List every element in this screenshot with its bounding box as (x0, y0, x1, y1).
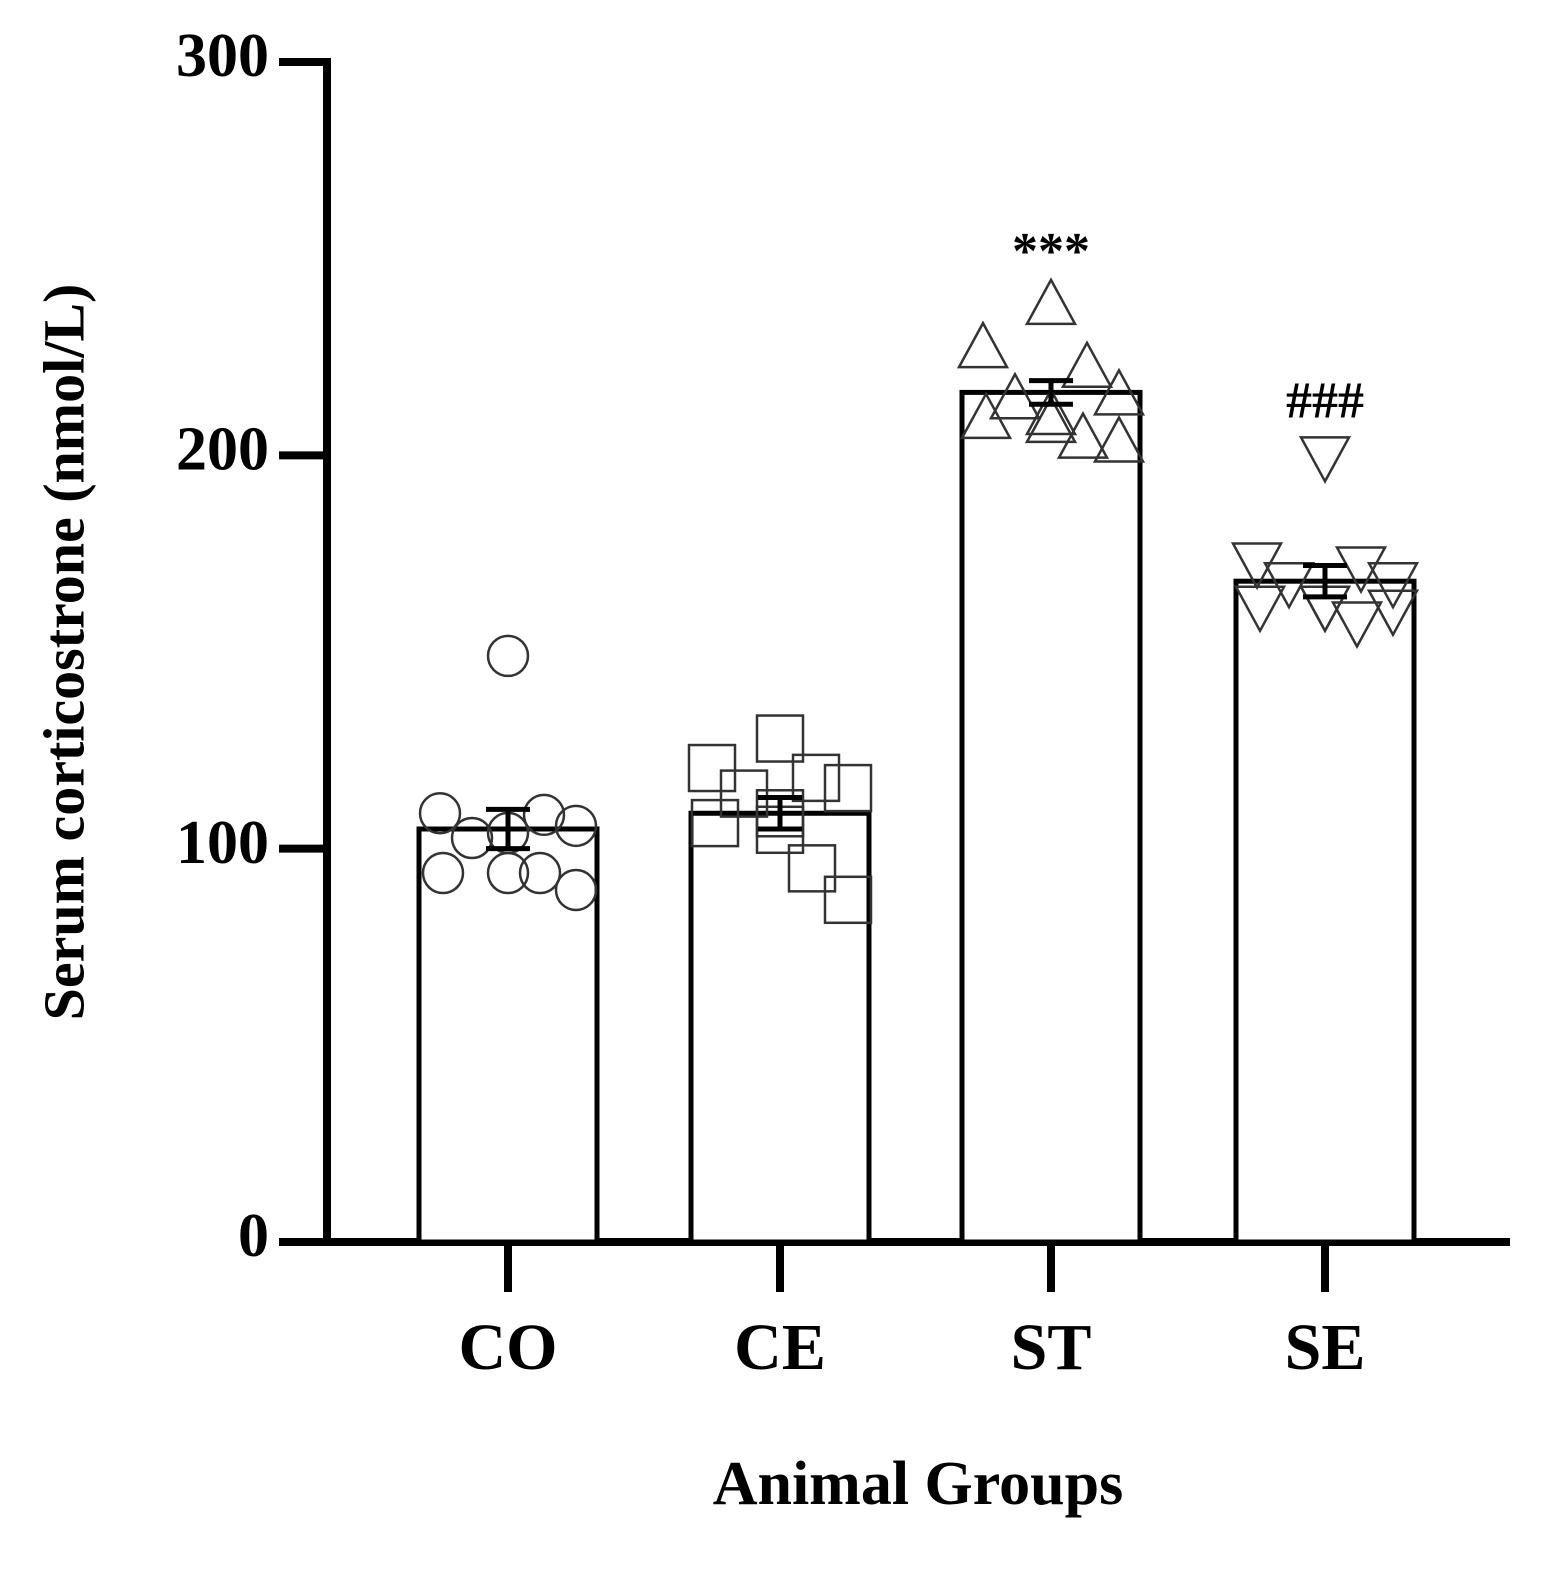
point (1366, 561, 1420, 610)
error-bar (486, 806, 530, 852)
point (988, 371, 1042, 420)
point (1230, 542, 1284, 591)
point (959, 391, 1013, 440)
error-bar (1029, 378, 1073, 407)
annotation: *** (1012, 223, 1090, 280)
point (1092, 414, 1146, 463)
y-tick-label: 300 (176, 22, 269, 90)
x-tick-label: SE (1285, 1311, 1366, 1384)
x-tick-label: ST (1011, 1311, 1092, 1384)
y-tick-label: 100 (176, 809, 269, 877)
point (450, 816, 494, 860)
point (522, 793, 566, 837)
point (690, 798, 740, 848)
y-axis-title: Serum corticostrone (nmol/L) (31, 284, 96, 1021)
bar (416, 826, 600, 1245)
point (1366, 589, 1420, 638)
annotation: ### (1286, 372, 1364, 429)
point (1024, 387, 1078, 436)
point (1024, 277, 1078, 326)
point (1262, 561, 1316, 610)
point (1298, 436, 1352, 484)
point (787, 844, 837, 893)
error-bar (1303, 562, 1347, 600)
point (554, 804, 598, 848)
point (823, 763, 873, 813)
point (486, 634, 530, 678)
point (823, 875, 873, 925)
point (719, 769, 769, 818)
x-axis-title: Animal Groups (713, 1450, 1124, 1518)
point (791, 753, 841, 803)
point (755, 714, 805, 763)
x-tick-label: CO (459, 1311, 558, 1384)
point (1060, 340, 1114, 389)
x-tick-label: CE (734, 1311, 826, 1384)
point (1056, 410, 1110, 459)
point (421, 851, 465, 895)
error-bar (758, 795, 802, 832)
y-tick-label: 200 (176, 416, 269, 484)
bar (688, 810, 872, 1245)
bar (959, 389, 1143, 1245)
point (1233, 585, 1287, 634)
point (1330, 601, 1384, 650)
point (518, 851, 562, 895)
point (1092, 367, 1146, 416)
y-tick-label: 0 (238, 1202, 269, 1270)
point (486, 851, 530, 895)
bar (1233, 578, 1417, 1245)
point (554, 868, 598, 912)
point (956, 320, 1010, 369)
point (418, 792, 462, 835)
point (1024, 395, 1078, 444)
point (687, 743, 737, 793)
